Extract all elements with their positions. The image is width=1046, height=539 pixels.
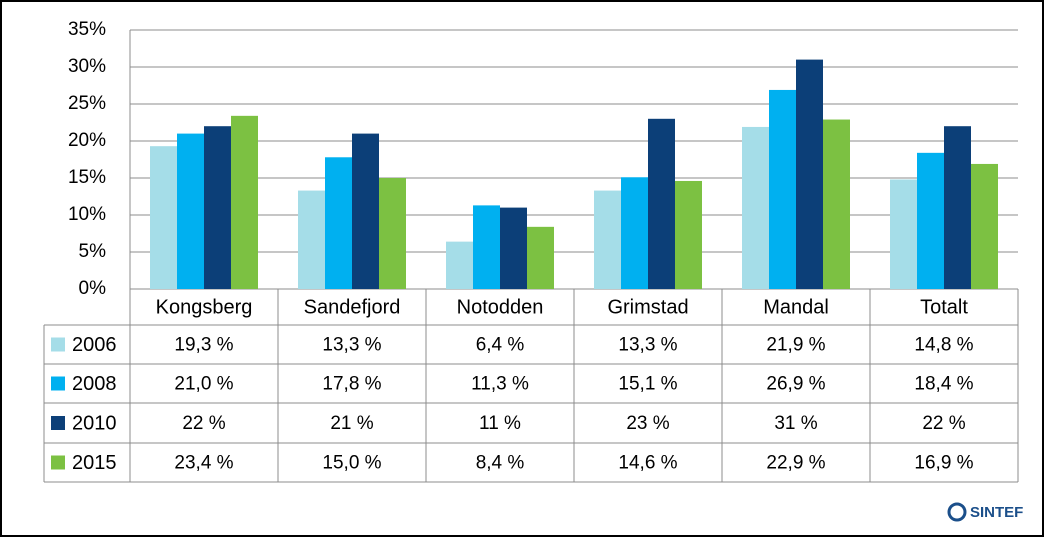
table-cell: 21 % [330, 413, 373, 434]
y-tick-label: 25% [68, 93, 106, 114]
table-cell: 11 % [479, 413, 521, 434]
y-tick-label: 20% [68, 130, 106, 151]
bar [231, 115, 258, 289]
x-tick-label: Mandal [763, 296, 829, 318]
legend-label: 2008 [72, 373, 117, 395]
legend-swatch [51, 376, 65, 391]
legend-swatch [51, 416, 65, 430]
y-tick-label: 5% [79, 241, 107, 262]
bar [298, 190, 325, 289]
table-cell: 22 % [182, 413, 225, 434]
bar [621, 177, 648, 289]
x-tick-label: Kongsberg [156, 296, 253, 318]
bar [890, 179, 917, 289]
bar [527, 226, 554, 289]
logo-text: SINTEF [970, 504, 1023, 521]
x-tick-label: Sandefjord [304, 296, 401, 318]
table-cell: 15,1 % [618, 374, 677, 395]
table-cell: 26,9 % [766, 374, 825, 395]
x-tick-label: Grimstad [607, 296, 688, 318]
table-cell: 6,4 % [476, 335, 525, 356]
legend-swatch [51, 455, 65, 470]
x-tick-label: Notodden [457, 296, 544, 318]
bar [769, 89, 796, 289]
bar [473, 205, 500, 289]
table-cell: 11,3 % [471, 374, 529, 395]
y-tick-label: 30% [68, 56, 106, 77]
legend-swatch [51, 337, 65, 352]
table-cell: 21,0 % [174, 374, 233, 395]
bar [742, 126, 769, 289]
table-cell: 21,9 % [766, 335, 825, 356]
logo: SINTEF [947, 502, 1023, 522]
table-cell: 15,0 % [322, 453, 381, 474]
logo-icon [947, 502, 967, 522]
bar [204, 126, 231, 289]
table-cell: 14,8 % [914, 335, 973, 356]
x-tick-label: Totalt [920, 296, 968, 318]
y-tick-label: 0% [79, 278, 107, 299]
bar [971, 163, 998, 289]
bar [446, 241, 473, 289]
bar [500, 207, 527, 289]
bar [594, 190, 621, 289]
bar [150, 146, 177, 289]
bar [177, 133, 204, 289]
bar [917, 152, 944, 289]
table-cell: 8,4 % [476, 453, 525, 474]
table-cell: 17,8 % [322, 374, 381, 395]
table-cell: 19,3 % [174, 335, 233, 356]
bar [944, 126, 971, 289]
table-cell: 13,3 % [322, 335, 381, 356]
bar [823, 119, 850, 289]
y-tick-label: 35% [68, 19, 106, 40]
table-cell: 13,3 % [618, 335, 677, 356]
bar [379, 178, 406, 289]
table-cell: 23,4 % [174, 453, 233, 474]
table-cell: 23 % [626, 413, 669, 434]
table-cell: 22,9 % [766, 453, 825, 474]
y-tick-label: 10% [68, 204, 106, 225]
legend-label: 2006 [72, 334, 117, 356]
table-cell: 31 % [774, 413, 817, 434]
bar [325, 157, 352, 289]
bar [796, 59, 823, 289]
bar [352, 133, 379, 289]
table-cell: 14,6 % [618, 453, 677, 474]
y-tick-label: 15% [68, 167, 106, 188]
table-cell: 16,9 % [914, 453, 973, 474]
bar [648, 118, 675, 289]
table-cell: 22 % [922, 413, 965, 434]
legend-label: 2015 [72, 452, 117, 474]
legend-label: 2010 [72, 412, 117, 434]
table-cell: 18,4 % [914, 374, 973, 395]
bar [675, 180, 702, 289]
